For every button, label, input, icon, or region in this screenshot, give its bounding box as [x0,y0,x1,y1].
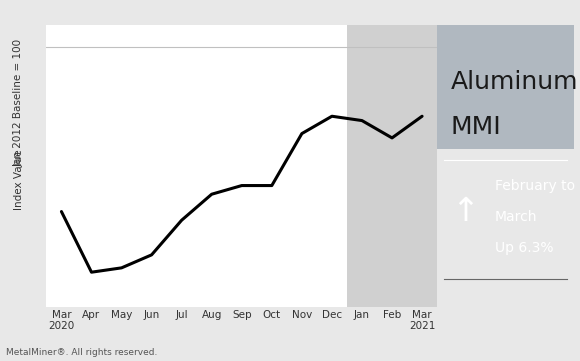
Text: Up 6.3%: Up 6.3% [495,241,553,255]
Text: Index Value: Index Value [14,150,24,210]
Bar [347,25,437,307]
Text: ↑: ↑ [451,195,479,228]
Text: March: March [495,210,537,224]
FancyBboxPatch shape [437,25,574,149]
Text: Aluminum: Aluminum [451,70,578,93]
Text: MetalMiner®. All rights reserved.: MetalMiner®. All rights reserved. [6,348,157,357]
Text: February to: February to [495,179,575,193]
Text: MMI: MMI [451,115,502,139]
Text: Jan 2012 Baseline = 100: Jan 2012 Baseline = 100 [14,39,24,168]
